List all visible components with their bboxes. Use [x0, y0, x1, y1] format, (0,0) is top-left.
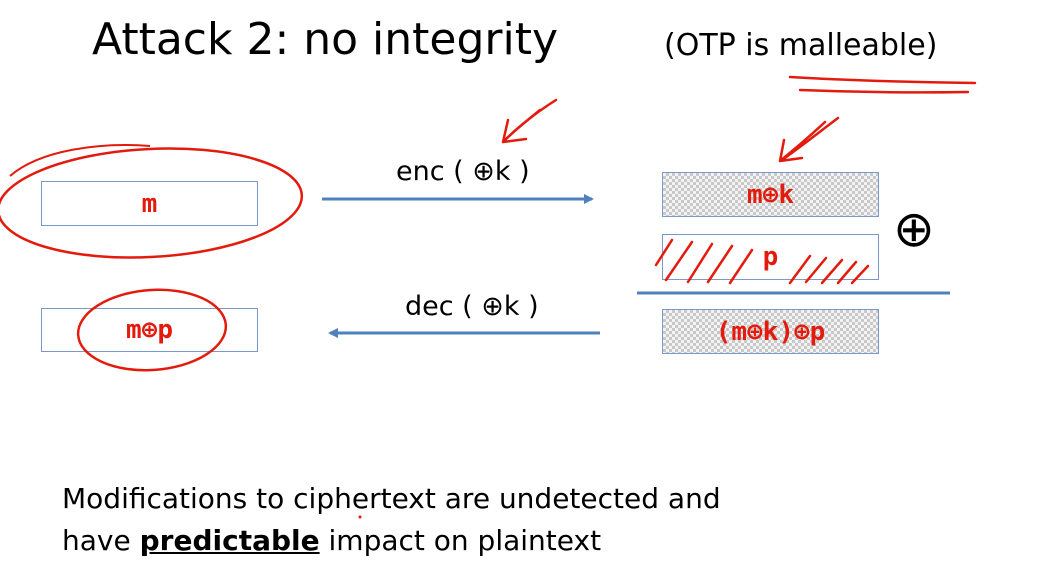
perturbation-box: p	[662, 234, 879, 280]
footer-line-1: Modifications to ciphertext are undetect…	[62, 482, 721, 515]
footer-emphasis: predictable	[139, 524, 320, 557]
dec-label: dec ( ⊕k )	[405, 291, 539, 322]
slide-subtitle: (OTP is malleable)	[664, 28, 938, 63]
footer-line-2-suffix: impact on plaintext	[319, 524, 602, 557]
modified-plaintext-label: m⊕p	[126, 315, 173, 345]
perturbation-scribble	[654, 238, 870, 285]
xor-operator-symbol: ⊕	[893, 200, 935, 258]
modified-ciphertext-label: (m⊕k)⊕p	[715, 316, 826, 347]
footer-line-2-prefix: have	[62, 524, 140, 557]
plaintext-label: m	[141, 188, 158, 219]
modified-plaintext-circle	[76, 288, 228, 372]
plaintext-box: m	[41, 181, 258, 226]
ciphertext-annotation-arrow	[778, 116, 840, 163]
modified-ciphertext-box: (m⊕k)⊕p	[662, 309, 879, 354]
plaintext-circle	[0, 147, 304, 259]
ciphertext-label: m⊕k	[747, 179, 794, 210]
footer-line-2: have predictable impact on plaintext	[62, 520, 721, 562]
enc-annotation-arrow	[501, 98, 558, 144]
ciphertext-box: m⊕k	[662, 172, 879, 217]
plaintext-circle-overlap	[9, 144, 151, 177]
slide-title: Attack 2: no integrity	[92, 14, 559, 65]
perturbation-label: p	[762, 242, 779, 272]
footer-text: Modifications to ciphertext are undetect…	[62, 478, 721, 562]
stray-dot	[358, 515, 362, 519]
malleable-underline	[788, 75, 977, 94]
enc-label: enc ( ⊕k )	[396, 156, 530, 187]
